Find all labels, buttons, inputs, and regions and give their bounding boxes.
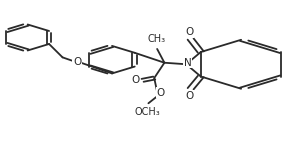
Text: O: O xyxy=(185,91,193,101)
Text: N: N xyxy=(184,58,191,68)
Text: O: O xyxy=(185,27,193,37)
Text: O: O xyxy=(73,57,81,67)
Text: O: O xyxy=(131,75,139,85)
Text: O: O xyxy=(157,88,165,98)
Text: CH₃: CH₃ xyxy=(147,34,165,45)
Text: OCH₃: OCH₃ xyxy=(134,107,160,117)
